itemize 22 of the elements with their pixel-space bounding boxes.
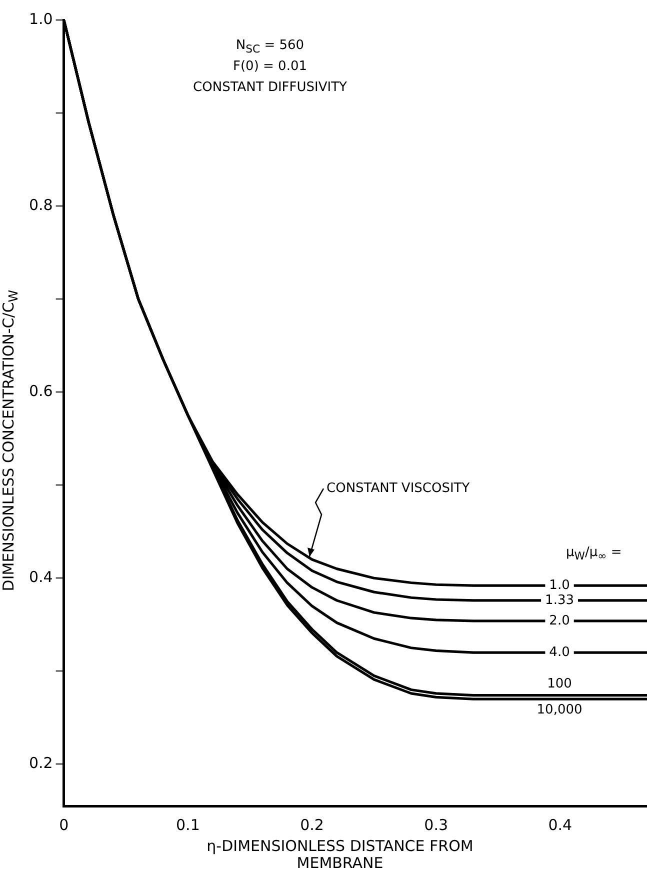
y-tick-label: 1.0: [28, 10, 53, 28]
legend-title: μ$_{W}$/μ$_{∞}$ =: [566, 545, 622, 563]
x-tick-label: 0: [59, 816, 69, 834]
y-tick-label: 0.6: [28, 382, 53, 400]
annotation: CONSTANT DIFFUSIVITY: [192, 80, 348, 95]
series-label: 2.0: [549, 613, 570, 628]
series-label: 1.33: [545, 592, 574, 608]
series-label: 100: [547, 676, 572, 692]
x-axis-title: η-DIMENSIONLESS DISTANCE FROM MEMBRANE: [206, 837, 474, 872]
x-tick-label: 0.4: [548, 816, 572, 834]
series-label: 1.0: [549, 578, 570, 593]
annotation: F(0) = 0.01: [232, 59, 308, 74]
series-label: 4.0: [549, 644, 570, 660]
x-tick-label: 0.3: [424, 816, 448, 834]
x-tick-label: 0.2: [300, 816, 324, 834]
y-tick-label: 0.4: [28, 568, 53, 586]
y-tick-label: 0.8: [28, 196, 53, 214]
series-label: 10,000: [536, 702, 582, 718]
annotation: N$_{SC}$ = 560: [234, 38, 306, 56]
annotation: CONSTANT VISCOSITY: [326, 480, 470, 496]
y-tick-label: 0.2: [28, 754, 53, 772]
x-tick-label: 0.1: [176, 816, 200, 834]
